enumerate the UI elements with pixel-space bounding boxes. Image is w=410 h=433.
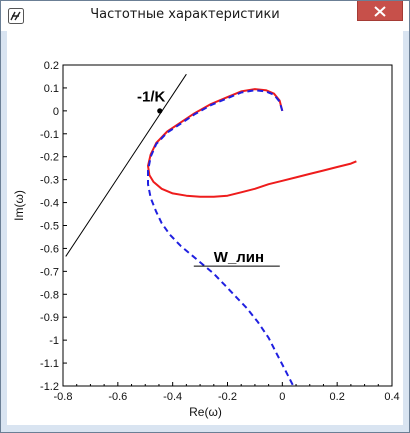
close-icon (374, 6, 386, 17)
y-tick-label: 0.2 (44, 60, 59, 72)
y-tick-label: -0.5 (40, 221, 59, 233)
x-tick-label: -0.2 (218, 391, 237, 403)
y-tick-label: -0.7 (40, 266, 59, 278)
y-tick-label: 0.1 (44, 83, 59, 95)
close-button[interactable] (357, 1, 403, 21)
intersection-point (157, 108, 163, 114)
app-icon (8, 8, 24, 24)
y-tick-label: -1 (49, 335, 59, 347)
x-tick-label: -0.4 (163, 391, 182, 403)
annotation-minus-one-over-k: -1/K (137, 89, 166, 106)
y-tick-label: -0.9 (40, 312, 59, 324)
tangent-line (65, 73, 187, 257)
y-tick-label: -0.6 (40, 243, 59, 255)
x-tick-label: 0.2 (330, 391, 345, 403)
plot-frame (62, 64, 393, 387)
annotation-w-lin: W_лин (214, 249, 264, 266)
y-tick-label: -0.2 (40, 152, 59, 164)
x-axis-label: Re(ω) (189, 405, 222, 419)
x-tick-label: -0.8 (54, 391, 73, 403)
x-tick-label: 0 (279, 391, 285, 403)
y-tick-label: -0.4 (40, 198, 59, 210)
chart-area: -0.8 -0.6 -0.4 -0.2 0 0.2 0.4 0.2 0.1 0 -0.1 -0.2 -0… (7, 31, 403, 425)
y-tick-label: -1.2 (40, 381, 59, 393)
title-bar[interactable]: Частотные характеристики (1, 1, 409, 31)
nonlinear-curve-series (147, 88, 357, 198)
x-tick-label: 0.4 (384, 391, 399, 403)
y-axis-label: Im(ω) (12, 190, 26, 221)
y-tick-label: -0.8 (40, 289, 59, 301)
linear-curve-series (147, 89, 295, 387)
y-tick-label: -0.3 (40, 175, 59, 187)
frequency-chart: -0.8 -0.6 -0.4 -0.2 0 0.2 0.4 0.2 0.1 0 -0.1 -0.2 -0… (12, 60, 400, 419)
window-title: Частотные характеристики (90, 7, 280, 22)
y-tick-label: 0 (53, 106, 59, 118)
x-tick-label: -0.6 (108, 391, 127, 403)
y-tick-label: -1.1 (40, 358, 59, 370)
y-tick-label: -0.1 (40, 129, 59, 141)
